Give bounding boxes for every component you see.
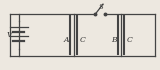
Text: A: A (64, 36, 69, 45)
Text: S: S (99, 3, 104, 11)
Text: B: B (111, 36, 117, 45)
Text: V: V (7, 31, 12, 39)
Text: C: C (80, 36, 85, 45)
Text: C: C (127, 36, 133, 45)
